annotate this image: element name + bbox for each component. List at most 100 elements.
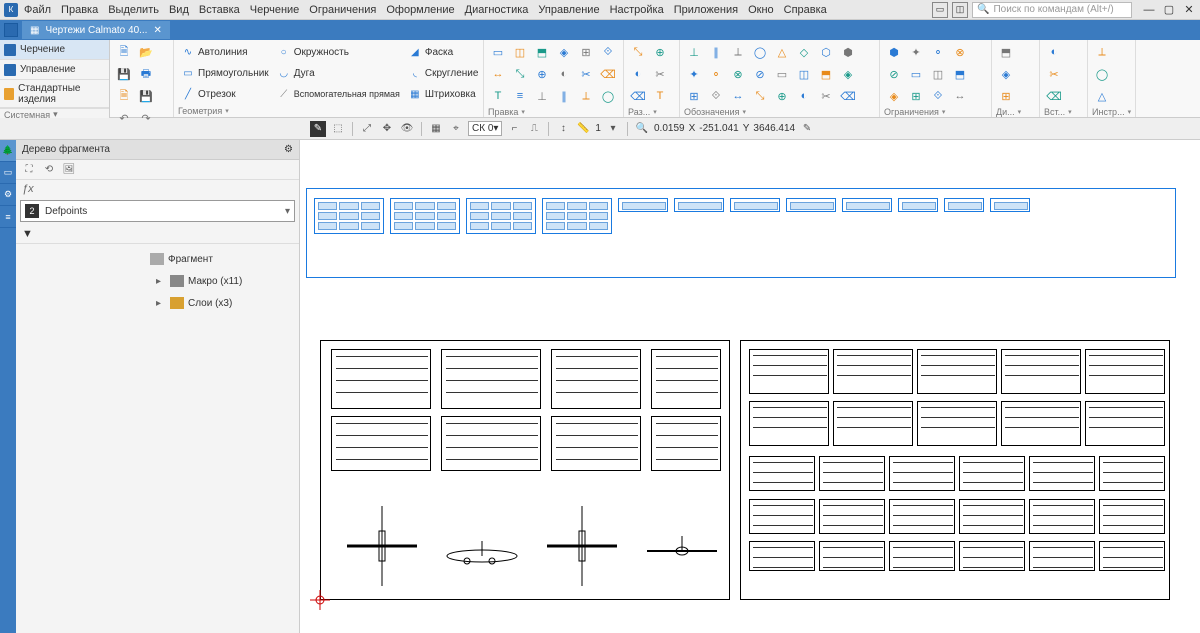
command-search[interactable]: 🔍Поиск по командам (Alt+/) — [972, 2, 1132, 18]
ribbon-icon[interactable]: ∥ — [554, 86, 574, 106]
ribbon-icon[interactable]: ◫ — [928, 64, 948, 84]
ribbon-icon[interactable]: ⬒ — [532, 42, 552, 62]
layer-dropdown-icon[interactable]: ▾ — [285, 206, 290, 217]
ribbon-icon[interactable]: ⊗ — [728, 64, 748, 84]
ribbon-icon[interactable]: ⬢ — [838, 42, 858, 62]
ribbon-icon[interactable]: ⚬ — [706, 64, 726, 84]
ribbon-icon[interactable]: ⬢ — [884, 42, 904, 62]
ribbon-icon[interactable]: ⟂ — [728, 42, 748, 62]
layout2-icon[interactable]: ◫ — [952, 2, 968, 18]
new-doc-icon[interactable]: 🗎 — [114, 42, 134, 62]
ribbon-icon[interactable]: ✂ — [1044, 64, 1064, 84]
drawing-canvas[interactable] — [300, 140, 1200, 633]
menu-help[interactable]: Справка — [784, 4, 827, 16]
layout-icon[interactable]: ▭ — [932, 2, 948, 18]
ribbon-icon[interactable]: ⊥ — [684, 42, 704, 62]
ribbon-icon[interactable]: ⊞ — [996, 86, 1016, 106]
tool-hatch[interactable]: ▦Штриховка — [405, 84, 482, 104]
ribbon-icon[interactable]: ◇ — [794, 42, 814, 62]
ribbon-icon[interactable]: ↔ — [728, 86, 748, 106]
menu-format[interactable]: Оформление — [386, 4, 454, 16]
ribbon-icon[interactable]: ◯ — [1092, 64, 1112, 84]
ribbon-icon[interactable]: ⊕ — [650, 42, 670, 62]
tool-segment[interactable]: ╱Отрезок — [178, 84, 272, 104]
ribbon-icon[interactable]: ▭ — [488, 42, 508, 62]
print-icon[interactable]: 🖶 — [136, 64, 156, 84]
layer-selector[interactable]: 2 Defpoints ▾ — [20, 200, 295, 222]
ribbon-icon[interactable]: ◐ — [1044, 42, 1064, 62]
ribbon-icon[interactable]: ⟐ — [598, 42, 618, 62]
tool-circle[interactable]: ○Окружность — [274, 42, 403, 62]
tool-a-icon[interactable]: ⬚ — [330, 121, 346, 137]
maximize-button[interactable]: ▢ — [1162, 3, 1176, 17]
side-tool-3[interactable]: 🖼 — [62, 163, 76, 177]
scale-dd-icon[interactable]: ▾ — [605, 121, 621, 137]
tab-close-icon[interactable]: ✕ — [153, 25, 161, 36]
menu-view[interactable]: Вид — [169, 4, 189, 16]
side-tab-3[interactable]: ⚙ — [0, 184, 16, 206]
pan-icon[interactable]: ✥ — [379, 121, 395, 137]
ribbon-icon[interactable]: ⤡ — [750, 86, 770, 106]
measure-icon[interactable]: 📏 — [575, 121, 591, 137]
close-button[interactable]: ✕ — [1182, 3, 1196, 17]
filter-icon[interactable]: ▼ — [22, 228, 33, 240]
snap-icon[interactable]: ⌖ — [448, 121, 464, 137]
tool-arc[interactable]: ◡Дуга — [274, 63, 403, 83]
ribbon-icon[interactable]: ⊞ — [576, 42, 596, 62]
ribbon-icon[interactable]: ▭ — [772, 64, 792, 84]
axis-icon[interactable]: ↕ — [555, 121, 571, 137]
ribbon-icon[interactable]: ⊕ — [532, 64, 552, 84]
ribbon-icon[interactable]: ⬡ — [816, 42, 836, 62]
tool-fillet[interactable]: ◟Скругление — [405, 63, 482, 83]
ribbon-icon[interactable]: ⬒ — [950, 64, 970, 84]
ribbon-icon[interactable]: ✦ — [684, 64, 704, 84]
mode-tab-manage[interactable]: Управление — [0, 60, 109, 80]
side-tool-2[interactable]: ⟲ — [42, 163, 56, 177]
menu-edit[interactable]: Правка — [61, 4, 98, 16]
tree-root[interactable]: Фрагмент — [16, 248, 299, 270]
step-icon[interactable]: ⎍ — [526, 121, 542, 137]
tool-chamfer[interactable]: ◢Фаска — [405, 42, 482, 62]
tree-macro[interactable]: ▸Макро (x11) — [16, 270, 299, 292]
menu-settings[interactable]: Настройка — [610, 4, 664, 16]
document-tab[interactable]: ▦ Чертежи Calmato 40... ✕ — [22, 21, 170, 39]
save-icon[interactable]: 💾 — [114, 64, 134, 84]
doc-tab-icon[interactable] — [4, 23, 18, 37]
ribbon-icon[interactable]: ⟐ — [928, 86, 948, 106]
ribbon-icon[interactable]: T — [650, 86, 670, 106]
doc2-icon[interactable]: 🗎 — [114, 86, 134, 106]
ribbon-icon[interactable]: △ — [772, 42, 792, 62]
ribbon-icon[interactable]: ≡ — [510, 86, 530, 106]
side-tab-tree[interactable]: 🌲 — [0, 140, 16, 162]
ribbon-icon[interactable]: ⌫ — [628, 86, 648, 106]
menu-file[interactable]: Файл — [24, 4, 51, 16]
ribbon-icon[interactable]: ◫ — [794, 64, 814, 84]
ribbon-icon[interactable]: △ — [1092, 86, 1112, 106]
ribbon-icon[interactable]: ◐ — [794, 86, 814, 106]
ribbon-icon[interactable]: ↔ — [950, 86, 970, 106]
zoom-fit-icon[interactable]: ⤢ — [359, 121, 375, 137]
ribbon-icon[interactable]: ↔ — [488, 64, 508, 84]
mode-tab-drafting[interactable]: Черчение — [0, 40, 109, 60]
tree-layers[interactable]: ▸Слои (x3) — [16, 292, 299, 314]
side-tab-4[interactable]: ≡ — [0, 206, 16, 228]
grid-icon[interactable]: ▦ — [428, 121, 444, 137]
cursor-icon[interactable]: ✎ — [310, 121, 326, 137]
eyedrop-icon[interactable]: ✎ — [799, 121, 815, 137]
minimize-button[interactable]: — — [1142, 3, 1156, 17]
ribbon-icon[interactable]: ⊞ — [684, 86, 704, 106]
ribbon-icon[interactable]: ✂ — [816, 86, 836, 106]
ribbon-icon[interactable]: ⬒ — [996, 42, 1016, 62]
ribbon-icon[interactable]: ◐ — [628, 64, 648, 84]
ribbon-icon[interactable]: ⊗ — [950, 42, 970, 62]
ribbon-icon[interactable]: ◐ — [554, 64, 574, 84]
ribbon-icon[interactable]: ⊕ — [772, 86, 792, 106]
menu-apps[interactable]: Приложения — [674, 4, 738, 16]
zoom-icon[interactable]: 🔍 — [634, 121, 650, 137]
ribbon-icon[interactable]: ⌫ — [598, 64, 618, 84]
redo-icon[interactable]: ↷ — [136, 108, 156, 128]
ribbon-icon[interactable]: ⟐ — [706, 86, 726, 106]
ribbon-icon[interactable]: ⊞ — [906, 86, 926, 106]
tool-rectangle[interactable]: ▭Прямоугольник — [178, 63, 272, 83]
ribbon-icon[interactable]: ◯ — [750, 42, 770, 62]
